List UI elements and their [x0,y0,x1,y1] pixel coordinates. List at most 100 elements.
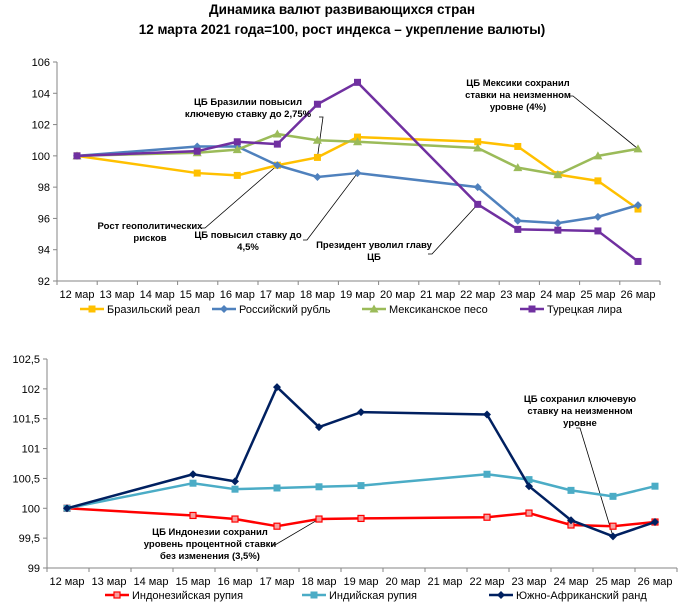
chart-subtitle: 12 марта 2021 года=100, рост индекса – у… [138,22,546,37]
x-tick-label: 14 мар [133,576,168,588]
annotation-leader-line [303,172,358,241]
annotation-leader-line [569,95,639,150]
annotation-leader-line [317,116,324,158]
data-point [651,482,659,490]
legend-label: Российский рубль [239,304,331,316]
data-point [567,486,575,494]
data-point [483,470,491,478]
x-tick-label: 16 мар [220,289,255,301]
legend-item: Индийская рупия [302,590,417,602]
data-point [231,485,239,493]
legend-marker [88,305,96,313]
x-tick-label: 18 мар [301,576,336,588]
data-point [553,170,563,179]
data-point [514,225,522,233]
chart-title: Динамика валют развивающихся стран [208,2,476,17]
x-tick-label: 19 мар [343,576,378,588]
y-tick-label: 101 [22,444,40,456]
annotation-text: ЦБ Мексики сохранил ставки на неизменном у… [465,78,571,113]
data-point [514,142,522,150]
data-point [273,383,281,392]
legend-item: Южно-Африканский ранд [489,590,647,602]
legend-label: Южно-Африканский ранд [516,590,647,602]
x-tick-label: 18 мар [300,289,335,301]
data-point [357,482,365,490]
y-tick-label: 106 [32,57,50,69]
data-point [273,140,281,148]
y-tick-label: 99,5 [19,533,40,545]
data-point [473,183,482,192]
data-point [189,470,197,479]
legend-label: Турецкая лира [547,304,623,316]
data-point [315,515,323,523]
data-point [473,143,483,152]
data-point [513,216,522,225]
annotation-leader-line [271,518,320,546]
legend-marker [220,305,228,313]
data-point [73,152,81,160]
x-tick-label: 23 мар [511,576,546,588]
data-point [273,522,281,530]
data-point [525,476,533,484]
legend-label: Мексиканское песо [389,304,488,316]
series-Южно-Африканский ранд [63,383,659,541]
data-point [313,153,321,161]
y-tick-label: 100 [22,503,40,515]
data-point [63,504,71,513]
legend-item: Турецкая лира [520,304,623,316]
x-tick-label: 15 мар [180,289,215,301]
annotation-leader-line [201,164,278,229]
data-point [233,171,241,179]
data-point [273,161,282,170]
x-tick-label: 13 мар [100,289,135,301]
y-tick-label: 100,5 [12,473,40,485]
x-tick-label: 14 мар [140,289,175,301]
chart-2: 99 99,5 100 100,5 101 101,5 102 102,5 12 мар 13 м… [12,354,678,602]
legend-item: Российский рубль [212,304,331,316]
data-point [354,78,361,86]
y-tick-label: 94 [38,245,50,257]
legend-label: Бразильский реал [107,304,200,316]
annotation-text: ЦБ сохранил ключевую ставку на неизменном… [524,394,636,429]
data-point [553,219,562,228]
data-point [594,227,602,235]
data-point [315,423,323,432]
x-tick-label: 25 мар [595,576,630,588]
data-point [483,513,491,521]
data-point [513,163,523,172]
data-point [189,511,197,520]
data-point [651,518,659,527]
y-tick-label: 101,5 [12,414,40,426]
legend-item: Бразильский реал [80,304,200,316]
x-tick-label: 17 мар [259,576,294,588]
x-tick-label: 23 мар [500,289,535,301]
series-Турецкая лира [73,78,642,265]
x-tick-label: 21 мар [420,289,455,301]
series-Российский рубль [73,142,642,228]
legend-marker [310,591,318,599]
data-point [474,200,482,208]
data-point [312,135,322,144]
data-point [315,483,323,491]
y-tick-label: 102 [22,384,40,396]
legend-item: Мексиканское песо [362,304,488,316]
x-tick-label: 26 мар [620,289,655,301]
x-tick-label: 20 мар [385,576,420,588]
data-point [525,482,533,491]
y-tick-label: 104 [32,88,50,100]
series-line [66,472,656,510]
data-point [554,226,562,234]
data-point [354,133,361,141]
data-point [609,532,617,541]
data-point [593,212,602,221]
x-tick-label: 24 мар [553,576,588,588]
data-point [313,172,322,181]
y-tick-label: 102 [32,120,50,132]
annotation-text: ЦБ повысил ставку до 4,5% [194,230,301,253]
data-point [525,509,533,517]
y-tick-label: 98 [38,182,50,194]
y-tick-label: 102,5 [12,354,40,366]
data-point [272,129,282,138]
legend-marker [113,591,121,599]
